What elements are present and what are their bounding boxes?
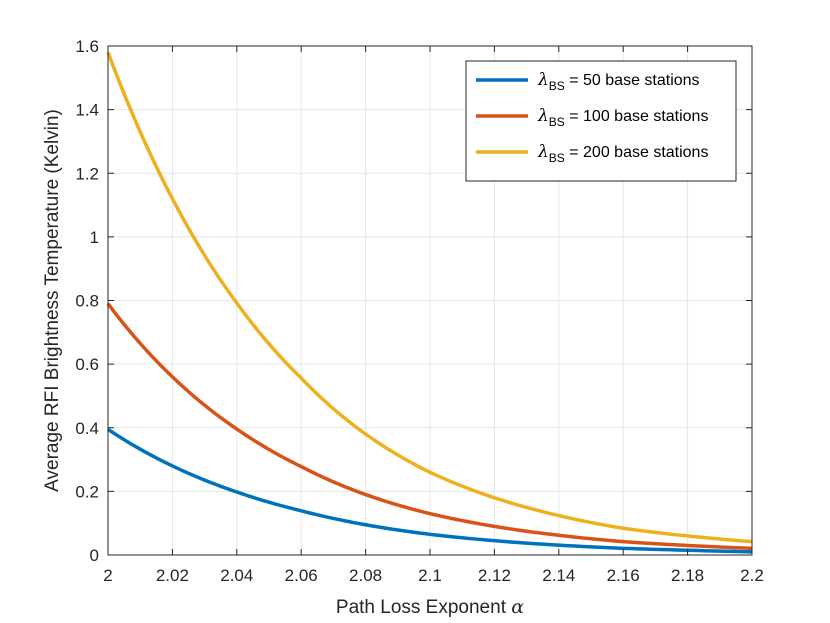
axis-ticks [107, 45, 753, 556]
x-tick-label: 2.2 [740, 566, 764, 585]
y-tick-label: 0.8 [75, 292, 99, 311]
x-tick-label: 2.18 [671, 566, 704, 585]
x-axis-label-symbol: α [511, 596, 524, 618]
legend-symbol: λ [537, 106, 549, 126]
legend-subscript: BS [549, 151, 565, 165]
legend-text-rest: = 200 base stations [565, 144, 709, 161]
y-tick-label: 0.4 [75, 419, 99, 438]
y-tick-label: 1.6 [75, 37, 99, 56]
legend-symbol: λ [537, 142, 549, 162]
y-tick-label: 0.6 [75, 355, 99, 374]
legend-text-rest: = 100 base stations [565, 108, 709, 125]
series-line-3 [106, 51, 753, 544]
x-axis-label-text: Path Loss Exponent [336, 597, 511, 618]
legend-item-1: λBS = 50 base stations [476, 70, 700, 93]
x-tick-label: 2.16 [607, 566, 640, 585]
x-tick-label: 2 [103, 566, 112, 585]
x-tick-label: 2.1 [418, 566, 442, 585]
y-tick-label: 1 [90, 228, 99, 247]
legend-item-3: λBS = 200 base stations [476, 142, 708, 165]
legend-label: λBS = 100 base stations [537, 106, 708, 129]
x-tick-labels: 2 2.02 2.04 2.06 2.08 2.1 2.12 2.14 2.16 2.18 2.2 [103, 566, 764, 585]
legend-item-2: λBS = 100 base stations [476, 106, 708, 129]
legend-symbol: λ [537, 70, 549, 90]
y-tick-labels: 0 0.2 0.4 0.6 0.8 1 1.2 1.4 1.6 [75, 37, 99, 565]
x-tick-label: 2.02 [156, 566, 189, 585]
x-axis-label: Path Loss Exponent α [336, 596, 524, 618]
x-tick-label: 2.06 [285, 566, 318, 585]
series-lines [106, 51, 753, 554]
legend-label: λBS = 200 base stations [537, 142, 708, 165]
x-tick-label: 2.04 [220, 566, 253, 585]
legend-subscript: BS [549, 115, 565, 129]
y-tick-label: 0 [90, 546, 99, 565]
y-tick-label: 0.2 [75, 482, 99, 501]
legend-text-rest: = 50 base stations [565, 72, 700, 89]
x-tick-label: 2.14 [542, 566, 575, 585]
x-tick-label: 2.12 [478, 566, 511, 585]
y-tick-label: 1.2 [75, 164, 99, 183]
y-axis-label: Average RFI Brightness Temperature (Kelv… [42, 109, 63, 492]
series-line-1 [107, 427, 753, 554]
legend-subscript: BS [549, 79, 565, 93]
legend-label: λBS = 50 base stations [537, 70, 700, 93]
x-tick-label: 2.08 [349, 566, 382, 585]
y-tick-label: 1.4 [75, 101, 99, 120]
series-line-2 [106, 302, 753, 551]
